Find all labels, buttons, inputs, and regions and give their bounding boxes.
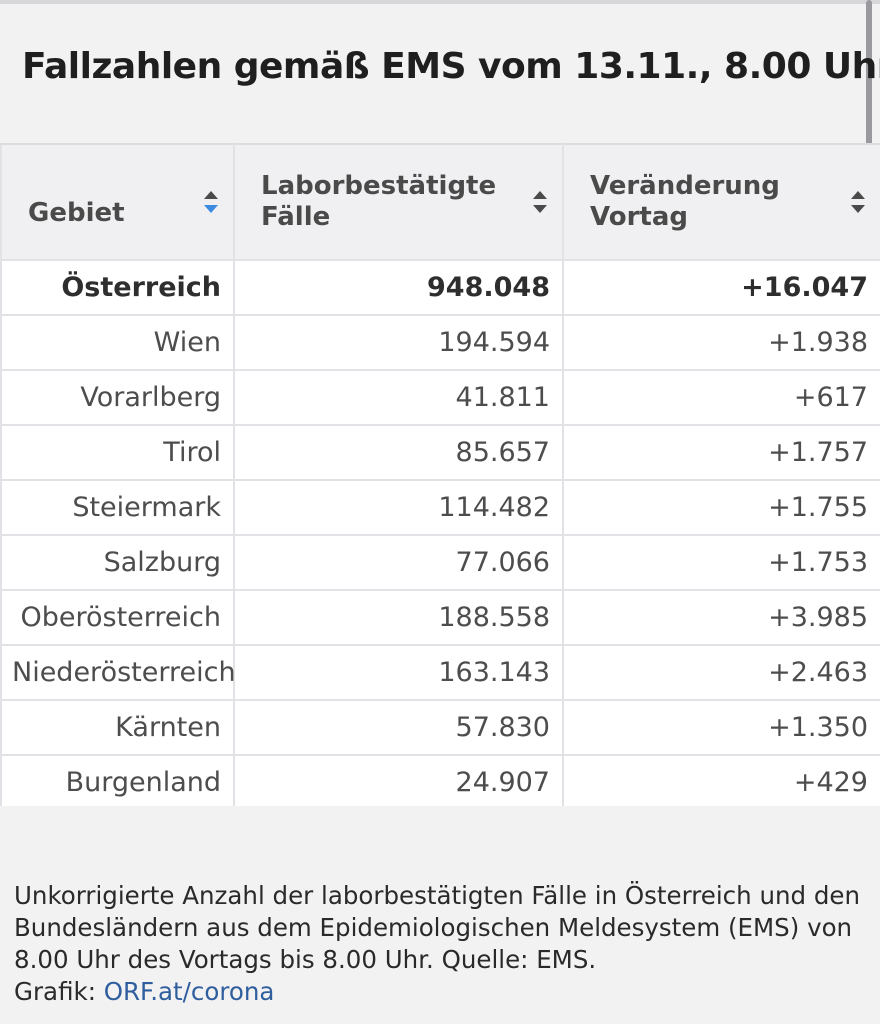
cell-gebiet: Salzburg: [0, 534, 235, 591]
table-row-oesterreich: Österreich 948.048 +16.047: [0, 259, 880, 316]
cell-veraenderung: +1.757: [562, 424, 880, 481]
table-row: Kärnten 57.830 +1.350: [0, 699, 880, 756]
cell-veraenderung: +2.463: [562, 644, 880, 701]
case-table: Gebiet Laborbestätigte Fälle: [0, 143, 880, 811]
cell-gebiet: Österreich: [0, 259, 235, 316]
cell-veraenderung: +1.938: [562, 314, 880, 371]
sort-icon[interactable]: [532, 189, 548, 215]
cell-veraenderung: +16.047: [562, 259, 880, 316]
orf-corona-link[interactable]: ORF.at/corona: [103, 977, 275, 1006]
table-row: Burgenland 24.907 +429: [0, 754, 880, 811]
source-note-text: Unkorrigierte Anzahl der laborbestätigte…: [14, 881, 861, 974]
column-header-gebiet[interactable]: Gebiet: [0, 143, 235, 261]
grafik-label: Grafik:: [14, 977, 96, 1006]
column-header-label: Gebiet: [28, 197, 125, 228]
cell-gebiet: Wien: [0, 314, 235, 371]
sort-ascending-icon[interactable]: [203, 189, 219, 215]
table-row: Salzburg 77.066 +1.753: [0, 534, 880, 591]
table-row: Steiermark 114.482 +1.755: [0, 479, 880, 536]
cell-faelle: 85.657: [233, 424, 564, 481]
cell-veraenderung: +3.985: [562, 589, 880, 646]
cell-veraenderung: +429: [562, 754, 880, 811]
sort-icon[interactable]: [850, 189, 866, 215]
cell-gebiet: Niederösterreich: [0, 644, 236, 701]
cell-faelle: 163.143: [233, 644, 564, 701]
scrollbar[interactable]: [866, 0, 872, 150]
cell-gebiet: Tirol: [0, 424, 235, 481]
table-row: Wien 194.594 +1.938: [0, 314, 880, 371]
table-row: Vorarlberg 41.811 +617: [0, 369, 880, 426]
cell-gebiet: Vorarlberg: [0, 369, 235, 426]
source-note: Unkorrigierte Anzahl der laborbestätigte…: [14, 880, 864, 1008]
cell-gebiet: Steiermark: [0, 479, 235, 536]
cell-faelle: 41.811: [233, 369, 564, 426]
table-header-row: Gebiet Laborbestätigte Fälle: [0, 143, 880, 261]
table-row: Oberösterreich 188.558 +3.985: [0, 589, 880, 646]
cell-veraenderung: +1.350: [562, 699, 880, 756]
table-row: Niederösterreich 163.143 +2.463: [0, 644, 880, 701]
cell-faelle: 57.830: [233, 699, 564, 756]
cell-faelle: 77.066: [233, 534, 564, 591]
cell-gebiet: Oberösterreich: [0, 589, 235, 646]
cell-faelle: 188.558: [233, 589, 564, 646]
top-divider: [0, 0, 880, 4]
cell-faelle: 114.482: [233, 479, 564, 536]
table-row: Tirol 85.657 +1.757: [0, 424, 880, 481]
column-header-label: Laborbestätigte Fälle: [261, 171, 497, 232]
cell-gebiet: Burgenland: [0, 754, 235, 811]
cell-faelle: 194.594: [233, 314, 564, 371]
page-title: Fallzahlen gemäß EMS vom 13.11., 8.00 Uh…: [22, 46, 880, 87]
footer: Unkorrigierte Anzahl der laborbestätigte…: [0, 806, 880, 1024]
cell-veraenderung: +1.753: [562, 534, 880, 591]
column-header-veraenderung-vortag[interactable]: Veränderung Vortag: [562, 143, 880, 261]
cell-faelle: 24.907: [233, 754, 564, 811]
column-header-laborbestaetigte-faelle[interactable]: Laborbestätigte Fälle: [233, 143, 564, 261]
cell-gebiet: Kärnten: [0, 699, 235, 756]
column-header-label: Veränderung Vortag: [590, 171, 780, 232]
cell-veraenderung: +1.755: [562, 479, 880, 536]
cell-veraenderung: +617: [562, 369, 880, 426]
cell-faelle: 948.048: [233, 259, 564, 316]
